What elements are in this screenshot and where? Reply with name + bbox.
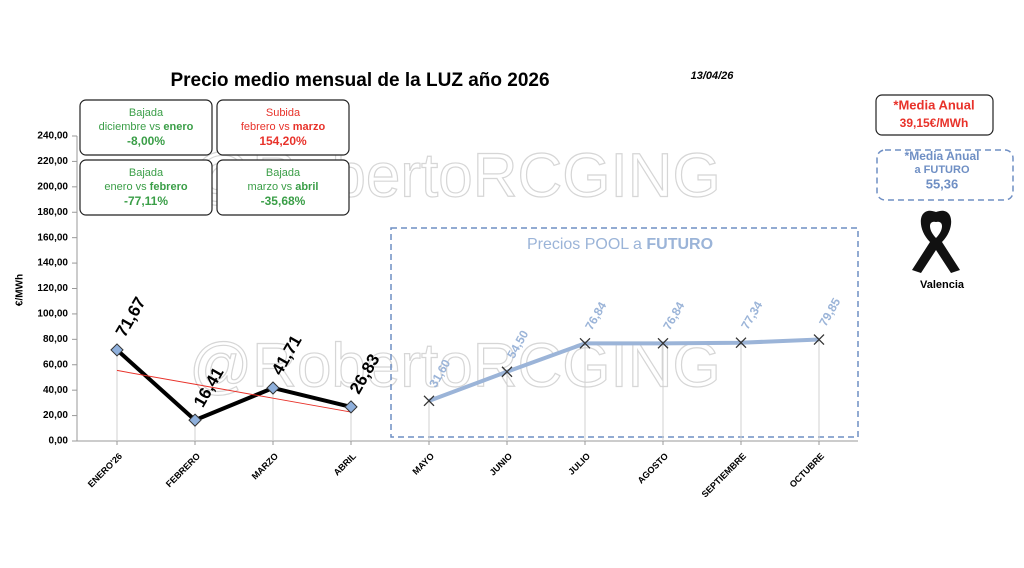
y-tick-label: 180,00 xyxy=(37,207,68,218)
annotation-text: febrero vs marzo xyxy=(241,121,326,133)
future-average-label: *Media Anual xyxy=(905,149,980,163)
annotation-value: -8,00% xyxy=(127,134,165,148)
y-axis-label: €/MWh xyxy=(15,274,26,306)
y-tick-label: 80,00 xyxy=(43,334,68,345)
future-average-sublabel: a FUTURO xyxy=(915,164,970,176)
x-tick-label: ABRIL xyxy=(332,451,359,478)
x-tick-label: FEBRERO xyxy=(164,451,202,489)
annotation-box xyxy=(79,159,213,216)
annotation-heading: Bajada xyxy=(129,107,164,119)
marker xyxy=(110,343,124,357)
data-label: 76,84 xyxy=(660,299,687,332)
data-label: 79,85 xyxy=(816,295,843,328)
date: 13/04/26 xyxy=(691,70,735,82)
marker xyxy=(423,395,435,407)
marker xyxy=(657,337,669,349)
location: Valencia xyxy=(920,279,965,291)
future-box-text: Precios POOL a xyxy=(527,236,646,253)
marker xyxy=(188,413,202,427)
data-label: 76,84 xyxy=(582,299,609,332)
y-tick-label: 20,00 xyxy=(43,410,68,421)
annotation-text-emphasis: enero xyxy=(163,121,193,133)
annotation-box xyxy=(79,99,213,156)
future-average-value: 55,36 xyxy=(926,176,959,191)
future-average-box xyxy=(876,149,1014,201)
y-tick-label: 200,00 xyxy=(37,181,68,192)
annotation-value: 154,20% xyxy=(259,134,307,148)
annotation-text-emphasis: marzo xyxy=(293,121,326,133)
annotation-text-emphasis: febrero xyxy=(150,181,188,193)
annotation-box xyxy=(216,159,350,216)
annotation-value: -77,11% xyxy=(124,194,168,208)
annotation-heading: Bajada xyxy=(266,167,301,179)
marker xyxy=(344,400,358,414)
annotation-text-emphasis: abril xyxy=(295,181,318,193)
y-tick-label: 100,00 xyxy=(37,309,68,320)
chart-title: Precio medio mensual de la LUZ año 2026 xyxy=(170,70,549,91)
y-tick-label: 40,00 xyxy=(43,385,68,396)
annual-average-box xyxy=(875,94,994,136)
y-tick-label: 0,00 xyxy=(49,436,69,447)
y-tick-label: 120,00 xyxy=(37,283,68,294)
annotation-text-plain: enero vs xyxy=(104,181,149,193)
marker xyxy=(813,334,825,345)
data-label: 71,67 xyxy=(112,294,150,340)
y-tick-label: 220,00 xyxy=(37,156,68,167)
x-tick-label: AGOSTO xyxy=(636,451,671,486)
annotation-text-plain: febrero vs xyxy=(241,121,293,133)
annotation-value: -35,68% xyxy=(261,194,306,208)
future-box-emphasis: FUTURO xyxy=(646,236,713,253)
annotation-text: enero vs febrero xyxy=(104,181,187,193)
future-box-label: Precios POOL a FUTURO xyxy=(527,236,713,253)
mourning-ribbon xyxy=(912,210,960,273)
series-line xyxy=(116,369,352,413)
x-tick-label: JULIO xyxy=(566,451,592,477)
x-tick-label: OCTUBRE xyxy=(788,451,827,490)
x-tick-label: MARZO xyxy=(250,451,280,481)
x-tick-label: JUNIO xyxy=(488,451,515,478)
annotation-text-plain: marzo vs xyxy=(248,181,296,193)
future-box xyxy=(390,227,859,438)
x-tick-label: MAYO xyxy=(411,451,437,477)
x-tick-label: ENERO'26 xyxy=(86,451,124,489)
data-label: 77,34 xyxy=(738,299,765,332)
annotation-heading: Bajada xyxy=(129,167,164,179)
y-tick-label: 60,00 xyxy=(43,359,68,370)
annotation-text-plain: diciembre vs xyxy=(99,121,164,133)
y-tick-label: 140,00 xyxy=(37,258,68,269)
y-tick-label: 240,00 xyxy=(37,131,68,142)
marker xyxy=(501,366,513,378)
annotation-text: diciembre vs enero xyxy=(99,121,194,133)
x-tick-label: SEPTIEMBRE xyxy=(700,451,748,499)
annotation-box xyxy=(216,99,350,156)
annotation-text: marzo vs abril xyxy=(248,181,319,193)
y-tick-label: 160,00 xyxy=(37,232,68,243)
annual-average-label: *Media Anual xyxy=(893,97,974,112)
annual-average-value: 39,15€/MWh xyxy=(900,116,969,130)
marker xyxy=(579,337,591,349)
annotation-heading: Subida xyxy=(266,107,301,119)
series-line xyxy=(428,337,820,403)
marker xyxy=(735,337,747,349)
series-line xyxy=(115,348,352,423)
marker xyxy=(266,381,280,395)
